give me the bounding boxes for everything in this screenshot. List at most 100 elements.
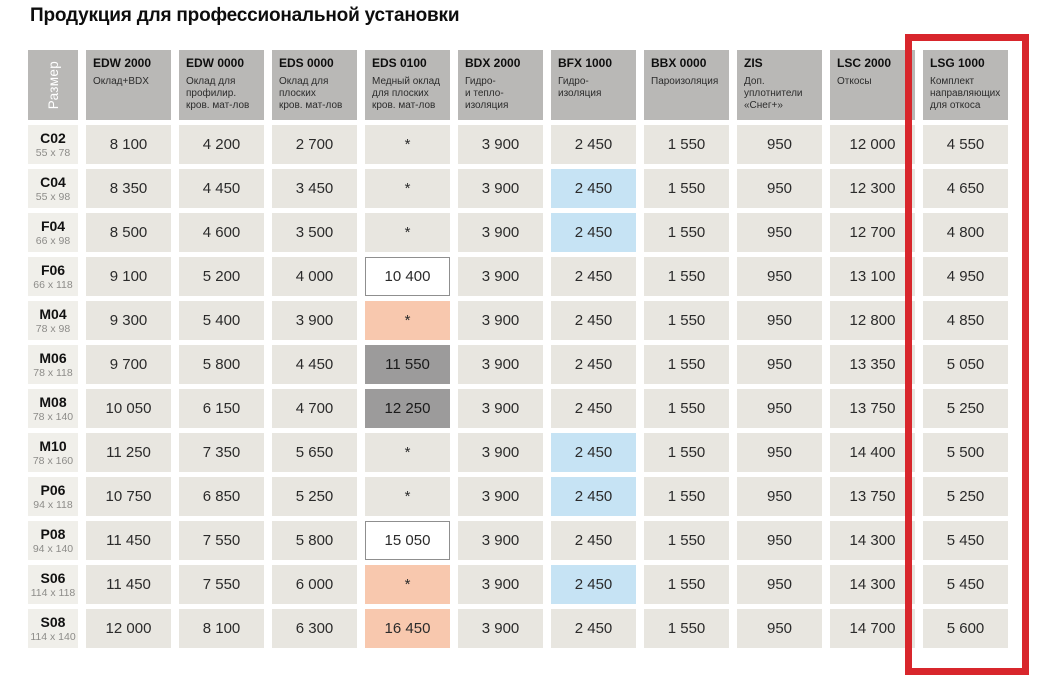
row-label: C04 55 x 98 <box>28 169 78 208</box>
price-cell: 4 450 <box>272 345 357 384</box>
price-cell: 6 000 <box>272 565 357 604</box>
price-cell: 13 750 <box>830 389 915 428</box>
price-cell: 4 450 <box>179 169 264 208</box>
price-cell: 5 250 <box>272 477 357 516</box>
price-cell: 6 150 <box>179 389 264 428</box>
price-cell: 11 450 <box>86 565 171 604</box>
price-cell: * <box>365 301 450 340</box>
column-header-zis: ZIS Доп. уплотнители «Снег+» <box>737 50 822 120</box>
price-cell: 7 550 <box>179 565 264 604</box>
price-cell: 4 200 <box>179 125 264 164</box>
price-cell: 4 650 <box>923 169 1008 208</box>
price-cell: 4 600 <box>179 213 264 252</box>
product-code: BBX 0000 <box>651 56 707 70</box>
row-size-code: M06 <box>39 350 67 367</box>
price-cell: 2 450 <box>551 345 636 384</box>
price-cell: 2 450 <box>551 257 636 296</box>
row-dimensions: 114 x 118 <box>30 586 76 599</box>
row-label: P08 94 x 140 <box>28 521 78 560</box>
price-cell: 1 550 <box>644 125 729 164</box>
column-header-edw-0000: EDW 0000 Оклад для профилир. кров. мат-л… <box>179 50 264 120</box>
price-cell: 3 900 <box>458 389 543 428</box>
product-code: EDW 2000 <box>93 56 152 70</box>
product-desc: Доп. уплотнители «Снег+» <box>744 76 803 112</box>
price-cell: 13 750 <box>830 477 915 516</box>
price-cell: 3 900 <box>458 521 543 560</box>
price-cell: 8 500 <box>86 213 171 252</box>
price-cell: 12 800 <box>830 301 915 340</box>
row-size-code: F04 <box>40 218 66 235</box>
price-cell: 3 900 <box>458 169 543 208</box>
price-cell: 950 <box>737 565 822 604</box>
product-desc: Пароизоляция <box>651 76 719 87</box>
product-code: ZIS <box>744 56 763 70</box>
price-cell: 1 550 <box>644 213 729 252</box>
row-label: F06 66 x 118 <box>28 257 78 296</box>
price-cell: 12 000 <box>86 609 171 648</box>
row-size-code: C04 <box>40 174 66 191</box>
price-cell: 6 300 <box>272 609 357 648</box>
price-cell: 3 900 <box>458 609 543 648</box>
price-cell: 9 100 <box>86 257 171 296</box>
price-cell: 1 550 <box>644 433 729 472</box>
product-desc: Гидро- и тепло- изоляция <box>465 76 509 112</box>
price-cell: 4 700 <box>272 389 357 428</box>
product-desc: Комплект направляющих для откоса <box>930 76 1001 112</box>
row-size-code: M04 <box>39 306 67 323</box>
price-cell: * <box>365 433 450 472</box>
price-cell: 3 900 <box>458 565 543 604</box>
price-cell: 950 <box>737 257 822 296</box>
price-cell: 950 <box>737 125 822 164</box>
price-cell: 2 450 <box>551 477 636 516</box>
price-cell: 10 050 <box>86 389 171 428</box>
product-code: EDS 0000 <box>279 56 334 70</box>
column-header-eds-0100: EDS 0100 Медный оклад для плоских кров. … <box>365 50 450 120</box>
price-cell: 1 550 <box>644 169 729 208</box>
column-header-bfx-1000: BFX 1000 Гидро- изоляция <box>551 50 636 120</box>
product-code: LSC 2000 <box>837 56 892 70</box>
price-cell: 5 800 <box>179 345 264 384</box>
price-cell: 8 100 <box>86 125 171 164</box>
product-desc: Оклад+BDX <box>93 76 149 87</box>
price-cell: 1 550 <box>644 565 729 604</box>
row-size-code: F06 <box>40 262 66 279</box>
row-dimensions: 66 x 98 <box>35 234 71 247</box>
price-cell: 4 850 <box>923 301 1008 340</box>
price-cell: 8 350 <box>86 169 171 208</box>
price-cell: 8 100 <box>179 609 264 648</box>
price-cell: 7 350 <box>179 433 264 472</box>
price-cell: 2 450 <box>551 301 636 340</box>
price-cell: 950 <box>737 213 822 252</box>
row-size-code: S08 <box>40 614 66 631</box>
price-cell: 4 800 <box>923 213 1008 252</box>
row-size-code: M10 <box>39 438 67 455</box>
price-cell: * <box>365 565 450 604</box>
column-header-lsc-2000: LSC 2000 Откосы <box>830 50 915 120</box>
price-cell: 14 400 <box>830 433 915 472</box>
row-size-code: S06 <box>40 570 66 587</box>
price-cell: 14 300 <box>830 521 915 560</box>
price-cell: 14 300 <box>830 565 915 604</box>
price-cell: 5 450 <box>923 565 1008 604</box>
row-label: M04 78 x 98 <box>28 301 78 340</box>
price-cell: 5 450 <box>923 521 1008 560</box>
column-header-bdx-2000: BDX 2000 Гидро- и тепло- изоляция <box>458 50 543 120</box>
row-dimensions: 94 x 140 <box>32 542 74 555</box>
price-cell: 950 <box>737 301 822 340</box>
price-cell: 3 900 <box>458 433 543 472</box>
product-code: BFX 1000 <box>558 56 613 70</box>
price-cell: 11 250 <box>86 433 171 472</box>
price-cell: 5 250 <box>923 477 1008 516</box>
price-cell: 3 450 <box>272 169 357 208</box>
price-cell: 5 600 <box>923 609 1008 648</box>
page-title: Продукция для профессиональной установки <box>30 5 460 26</box>
product-desc: Откосы <box>837 76 872 87</box>
price-cell: 1 550 <box>644 301 729 340</box>
column-header-bbx-0000: BBX 0000 Пароизоляция <box>644 50 729 120</box>
row-dimensions: 114 x 140 <box>30 630 76 643</box>
product-code: EDW 0000 <box>186 56 245 70</box>
price-cell: 950 <box>737 169 822 208</box>
row-label: M06 78 x 118 <box>28 345 78 384</box>
price-cell: 12 250 <box>365 389 450 428</box>
